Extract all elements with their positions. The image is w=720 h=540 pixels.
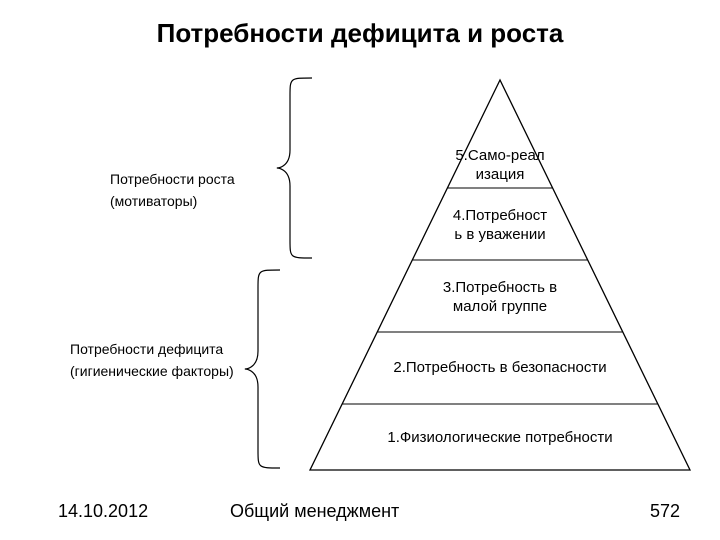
- footer-page: 572: [650, 501, 680, 522]
- footer-center: Общий менеджмент: [230, 501, 399, 522]
- brace-deficit: [245, 270, 280, 468]
- brackets: [0, 0, 720, 540]
- brace-growth: [277, 78, 312, 258]
- footer-date: 14.10.2012: [58, 501, 148, 522]
